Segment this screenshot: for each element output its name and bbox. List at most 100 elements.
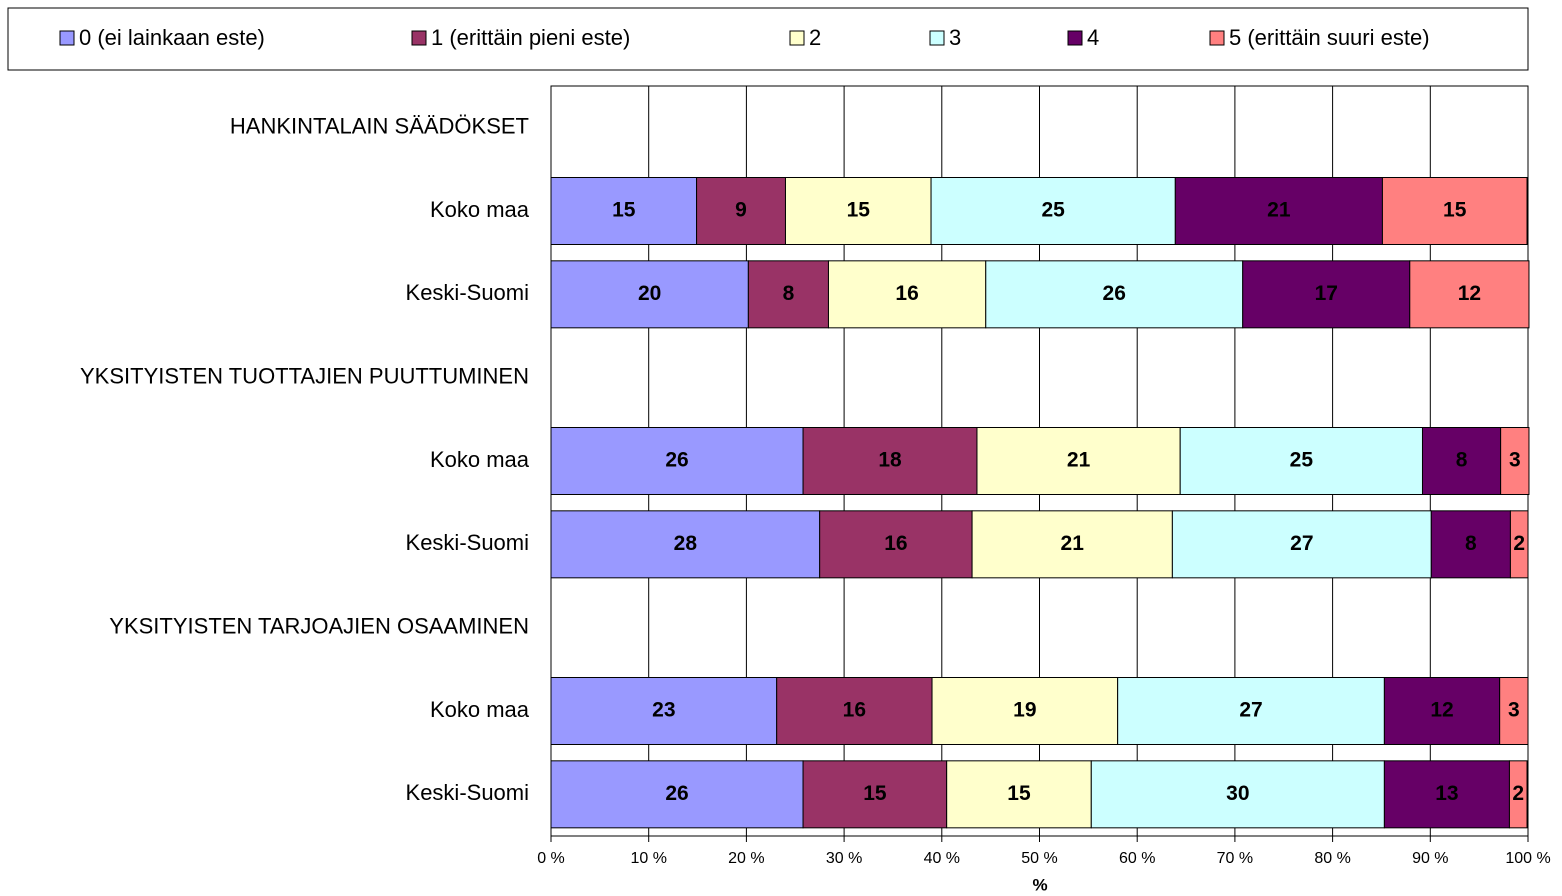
bar-segment [827,260,987,329]
data-label: 21 [1067,449,1091,472]
data-label: 15 [1007,782,1031,805]
category-label: Koko maa [430,447,530,472]
bar-segment [1179,427,1423,495]
legend-label: 0 (ei lainkaan este) [79,25,265,50]
legend-label: 3 [949,25,961,50]
data-label: 8 [1456,449,1468,472]
bar-segment [550,760,804,829]
data-label: 15 [863,782,887,805]
bar-segment [550,260,749,329]
x-tick-label: 40 % [924,850,960,867]
data-label: 12 [1430,699,1453,722]
category-label: Koko maa [430,197,530,222]
bar-segment [819,510,973,579]
x-tick-label: 70 % [1217,850,1253,867]
bar-segment [550,177,698,245]
bar-segment [971,510,1173,579]
bar-segment [1174,177,1383,245]
bar-segment [930,177,1176,245]
data-label: 27 [1290,532,1313,555]
data-label: 21 [1267,199,1291,222]
data-label: 28 [674,532,698,555]
category-label: Keski-Suomi [406,780,529,805]
legend-label: 4 [1087,25,1099,50]
category-label: HANKINTALAIN SÄÄDÖKSET [230,113,529,138]
legend-label: 5 (erittäin suuri este) [1229,25,1430,50]
x-tick-label: 10 % [630,850,666,867]
data-label: 3 [1508,699,1520,722]
data-label: 12 [1458,282,1481,305]
bar-segment [1381,177,1528,245]
bar-segment [550,510,821,579]
bar-segment [550,427,804,495]
legend-swatch [789,30,805,46]
data-label: 27 [1239,699,1262,722]
data-label: 2 [1513,532,1525,555]
x-tick-label: 90 % [1412,850,1448,867]
x-tick-label: 0 % [537,850,565,867]
x-tick-label: 20 % [728,850,764,867]
x-tick-label: 30 % [826,850,862,867]
legend-label: 2 [809,25,821,50]
x-axis-label: % [1032,875,1047,894]
data-label: 18 [878,449,902,472]
category-label: Keski-Suomi [406,280,529,305]
bar-segment [946,760,1092,829]
data-label: 15 [1443,199,1467,222]
data-label: 3 [1509,449,1521,472]
bar-segment [1500,427,1530,495]
category-label: YKSITYISTEN TUOTTAJIEN PUUTTUMINEN [80,363,529,388]
data-label: 16 [895,282,918,305]
data-label: 17 [1315,282,1338,305]
bar-segment [1090,760,1385,829]
data-label: 25 [1290,449,1314,472]
data-label: 15 [847,199,871,222]
data-label: 25 [1041,199,1065,222]
bar-segment [696,177,786,245]
legend-swatch [411,30,427,46]
bar-segment [1430,510,1511,579]
data-label: 23 [652,699,675,722]
legend-swatch [59,30,75,46]
bar-segment [776,677,933,745]
data-label: 8 [783,282,795,305]
data-label: 26 [1103,282,1126,305]
data-label: 30 [1226,782,1249,805]
bar-segment [976,427,1181,495]
bar-segment [1508,760,1528,829]
bar-segment [1409,260,1530,329]
category-label: Keski-Suomi [406,530,529,555]
category-label: YKSITYISTEN TARJOAJIEN OSAAMINEN [109,613,529,638]
bar-segment [1117,677,1385,745]
data-label: 26 [665,449,688,472]
data-label: 13 [1435,782,1458,805]
bar-segment [1383,760,1510,829]
legend-box [7,7,1529,71]
bar-segment [1509,510,1529,579]
x-tick-label: 100 % [1505,850,1550,867]
bar-segment [784,177,932,245]
bar-segment [931,677,1119,745]
data-label: 26 [665,782,688,805]
data-label: 15 [612,199,636,222]
data-label: 19 [1013,699,1036,722]
bar-segment [747,260,829,329]
data-label: 8 [1465,532,1477,555]
legend-swatch [929,30,945,46]
legend-swatch [1067,30,1083,46]
data-label: 20 [638,282,661,305]
x-tick-label: 80 % [1314,850,1350,867]
bar-segment [802,760,948,829]
data-label: 2 [1512,782,1524,805]
legend-label: 1 (erittäin pieni este) [431,25,630,50]
bar-segment [1383,677,1501,745]
data-label: 16 [884,532,907,555]
x-tick-label: 50 % [1021,850,1057,867]
data-label: 21 [1061,532,1085,555]
legend-swatch [1209,30,1225,46]
bar-segment [1171,510,1432,579]
data-label: 16 [843,699,866,722]
category-label: Koko maa [430,697,530,722]
